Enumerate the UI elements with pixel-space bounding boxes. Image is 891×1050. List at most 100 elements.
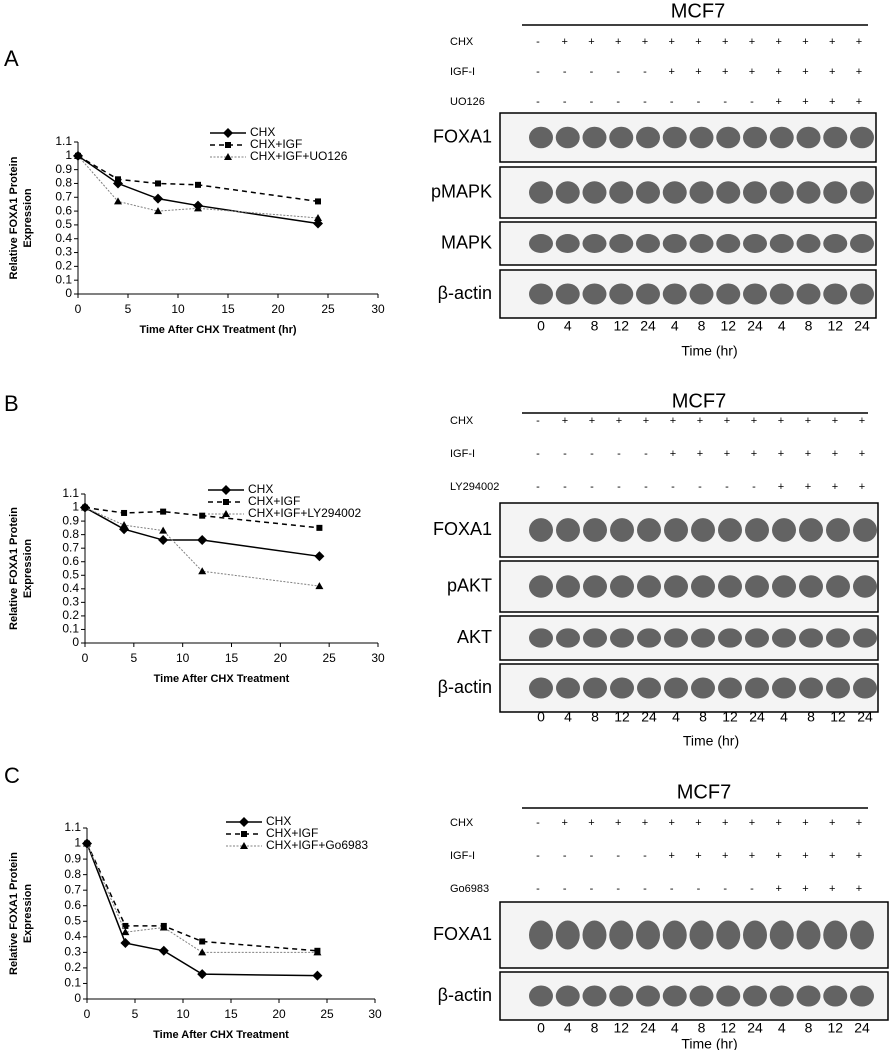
treatment-sign: + [856, 850, 862, 862]
blot-band [556, 575, 580, 598]
treatment-sign: - [644, 481, 648, 493]
y-axis-label: Expression [22, 539, 34, 599]
band-label: β-actin [438, 677, 492, 697]
lane-label: 12 [720, 318, 736, 334]
blot-band [823, 126, 848, 149]
y-tick-label: 0.6 [64, 898, 81, 912]
y-tick-label: 0.2 [62, 608, 79, 622]
blot-xlabel: Time (hr) [681, 1036, 737, 1050]
treatment-sign: - [563, 883, 567, 895]
y-tick-label: 0.6 [62, 554, 79, 568]
treatment-label: CHX [450, 817, 474, 829]
blot-band [555, 234, 580, 253]
lane-label: 24 [749, 709, 765, 725]
lane-label: 8 [807, 709, 815, 725]
marker-square [115, 176, 121, 183]
blot-band [745, 628, 769, 648]
treatment-sign: + [695, 66, 701, 78]
blot-band [853, 677, 877, 699]
blot-band [826, 677, 850, 699]
treatment-sign: + [859, 481, 865, 493]
x-tick-label: 25 [322, 651, 336, 665]
x-tick-label: 25 [321, 302, 335, 316]
legend-label: CHX [266, 814, 291, 828]
lane-label: 24 [641, 709, 657, 725]
treatment-sign: + [749, 36, 755, 48]
treatment-sign: + [722, 66, 728, 78]
treatment-sign: + [802, 817, 808, 829]
marker-triangle [121, 928, 130, 936]
lane-label: 0 [537, 318, 545, 334]
y-tick-label: 0.5 [64, 913, 81, 927]
marker-square [241, 831, 247, 837]
blot-band [636, 126, 660, 149]
legend-label: CHX+IGF+Go6983 [266, 838, 368, 852]
treatment-sign: + [805, 448, 811, 460]
lane-label: 24 [640, 1020, 656, 1036]
treatment-sign: - [643, 883, 647, 895]
x-tick-label: 25 [320, 1007, 334, 1021]
treatment-sign: + [778, 481, 784, 493]
marker-triangle [222, 510, 230, 517]
x-tick-label: 20 [274, 651, 288, 665]
blot-band [799, 575, 823, 598]
treatment-sign: + [829, 36, 835, 48]
x-tick-label: 30 [368, 1007, 382, 1021]
treatment-sign: - [590, 850, 594, 862]
x-tick-label: 5 [130, 651, 137, 665]
treatment-sign: + [802, 36, 808, 48]
blot-band [823, 283, 848, 305]
lane-label: 24 [640, 318, 656, 334]
blot-band [555, 283, 580, 305]
blot-band [850, 126, 874, 149]
treatment-sign: - [617, 448, 621, 460]
blot-band [718, 575, 742, 598]
treatment-sign: + [856, 817, 862, 829]
treatment-sign: + [669, 817, 675, 829]
marker-square [315, 198, 321, 205]
treatment-sign: - [616, 96, 620, 108]
treatment-sign: + [859, 415, 865, 427]
x-tick-label: 10 [176, 1007, 190, 1021]
treatment-sign: + [616, 415, 622, 427]
treatment-sign: - [563, 448, 567, 460]
marker-triangle [81, 503, 89, 511]
blot-band [823, 181, 848, 204]
blot-band [664, 677, 688, 699]
series-line [84, 506, 320, 529]
marker-square [223, 499, 229, 505]
lane-label: 8 [698, 1020, 706, 1036]
lane-label: 4 [778, 1020, 786, 1036]
blot-band [796, 283, 821, 305]
treatment-sign: - [616, 850, 620, 862]
marker-triangle [83, 839, 91, 847]
marker-square [195, 181, 201, 188]
blot-band [716, 234, 741, 253]
blot-band [583, 518, 607, 542]
blot-band [636, 985, 660, 1007]
x-tick-label: 0 [82, 651, 89, 665]
treatment-sign: - [670, 96, 674, 108]
blot-band [529, 920, 553, 950]
x-tick-label: 15 [224, 1007, 238, 1021]
y-axis-label: Relative FOXA1 Protein [8, 507, 20, 630]
legend-label: CHX+IGF+UO126 [250, 149, 348, 163]
y-tick-label: 0.9 [64, 851, 81, 865]
y-tick-label: 0.8 [55, 176, 72, 190]
treatment-sign: - [590, 883, 594, 895]
blot-band [850, 181, 874, 204]
blot-band [799, 677, 823, 699]
treatment-sign: + [588, 36, 594, 48]
panel-label: C [4, 763, 20, 788]
lane-label: 12 [720, 1020, 736, 1036]
band-label: β-actin [438, 985, 492, 1005]
blot-band [689, 283, 714, 305]
band-label: MAPK [441, 232, 492, 252]
blot-band [823, 985, 848, 1007]
marker-square [199, 512, 206, 519]
blot-band [637, 518, 661, 542]
marker-diamond [158, 945, 169, 956]
blot-band [556, 518, 580, 542]
marker-diamond [158, 535, 169, 546]
blot-band [582, 283, 607, 305]
